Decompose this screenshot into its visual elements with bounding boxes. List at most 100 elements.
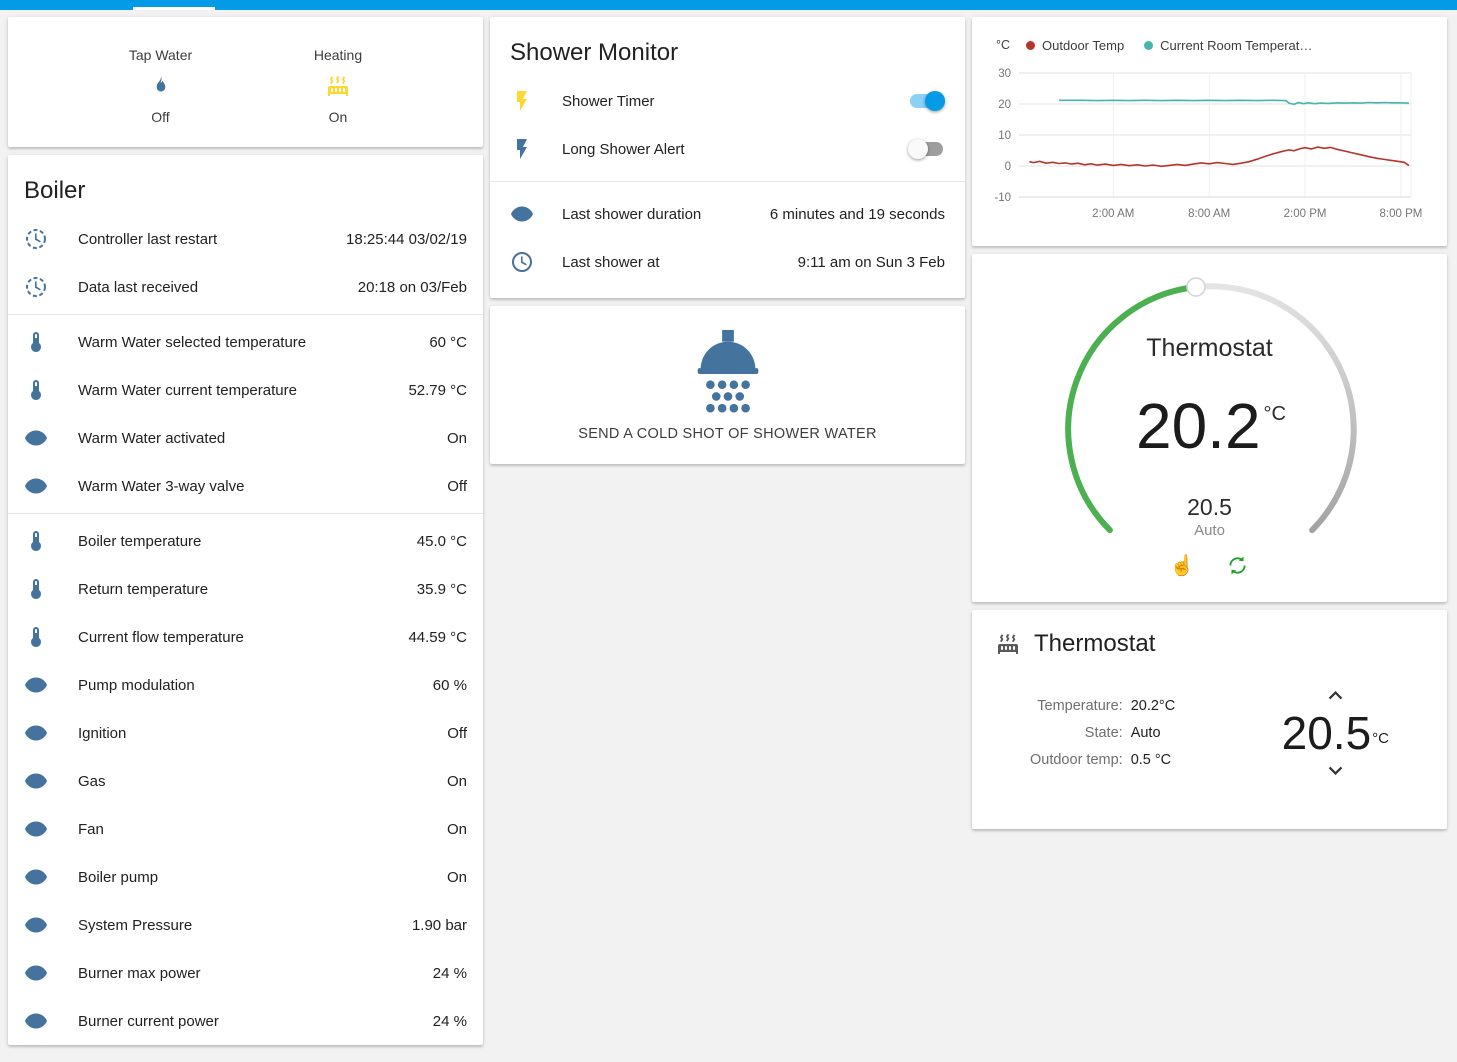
entity-state: 24 %	[432, 964, 467, 982]
attr-value: 20.2°C	[1130, 698, 1176, 715]
legend-dot	[1026, 40, 1036, 50]
autorenew-icon[interactable]	[1226, 554, 1249, 577]
eye-icon	[24, 817, 48, 841]
attr-label: State:	[1084, 725, 1123, 742]
entity-state: 9:11 am on Sun 3 Feb	[797, 253, 945, 271]
legend-dot	[1144, 40, 1154, 50]
glance-label: Heating	[313, 47, 363, 63]
setpoint-control: 20.5°C	[1282, 682, 1389, 784]
thermostat-dial-card: Thermostat 20.2 °C 20.5 Auto ☝	[972, 254, 1447, 602]
divider	[8, 513, 483, 514]
toggle-row[interactable]: Long Shower Alert	[490, 125, 965, 173]
flash-icon	[510, 137, 534, 161]
progress-clock-icon	[24, 227, 48, 251]
glance-card: Tap Water Off Heating On	[8, 17, 483, 147]
svg-text:20: 20	[998, 99, 1011, 111]
legend-label: Outdoor Temp	[1042, 37, 1125, 53]
history-chart: 30 20 10 0 -10 2:00 AM 8:00 AM 2:00 PM 8:00 PM	[994, 68, 1423, 220]
decrease-temp-button[interactable]	[1322, 757, 1349, 784]
app-header	[0, 0, 1457, 10]
progress-clock-icon	[24, 275, 48, 299]
entity-name: Warm Water 3-way valve	[78, 477, 245, 495]
entity-row[interactable]: Pump modulation 60 %	[8, 661, 483, 709]
entity-row[interactable]: Controller last restart 18:25:44 03/02/1…	[8, 215, 483, 263]
svg-text:2:00 AM: 2:00 AM	[1092, 208, 1134, 220]
dial-handle[interactable]	[1186, 277, 1206, 297]
entity-name: Burner max power	[78, 964, 201, 982]
shower-timer-toggle[interactable]	[908, 91, 945, 111]
entity-row[interactable]: Gas On	[8, 757, 483, 805]
entity-state: Off	[447, 724, 467, 742]
entity-row[interactable]: Warm Water selected temperature 60 °C	[8, 318, 483, 366]
glance-state: On	[328, 109, 348, 125]
entity-name: Data last received	[78, 278, 199, 296]
entity-state: On	[446, 868, 467, 886]
entity-state: 24 %	[432, 1012, 467, 1030]
entity-name: Boiler pump	[78, 868, 159, 886]
boiler-card: Boiler Controller last restart 18:25:44 …	[8, 155, 483, 1045]
entity-name: Return temperature	[78, 580, 209, 598]
entity-row[interactable]: Boiler temperature 45.0 °C	[8, 517, 483, 565]
entity-name: Controller last restart	[78, 230, 218, 248]
dial-actions: ☝	[972, 554, 1447, 577]
clock-icon	[510, 250, 534, 274]
flash-icon	[510, 89, 534, 113]
glance-state: Off	[151, 109, 170, 125]
active-tab-indicator[interactable]	[133, 7, 215, 10]
current-temperature: 20.2 °C	[1135, 390, 1286, 462]
attr-label: Temperature:	[1037, 698, 1123, 715]
card-title: Shower Monitor	[510, 39, 679, 66]
entity-row[interactable]: Last shower at 9:11 am on Sun 3 Feb	[490, 238, 965, 286]
entity-row[interactable]: Burner current power 24 %	[8, 997, 483, 1045]
entity-row[interactable]: Last shower duration 6 minutes and 19 se…	[490, 190, 965, 238]
cold-shot-label: SEND A COLD SHOT OF SHOWER WATER	[578, 426, 877, 442]
divider	[490, 181, 965, 182]
entity-row[interactable]: Return temperature 35.9 °C	[8, 565, 483, 613]
card-title: Boiler	[24, 177, 86, 204]
thermometer-icon	[24, 529, 48, 553]
glance-item-tap-water[interactable]: Tap Water Off	[129, 47, 192, 125]
toggle-thumb	[908, 139, 928, 159]
entity-row[interactable]: Burner max power 24 %	[8, 949, 483, 997]
entity-name: Pump modulation	[78, 676, 195, 694]
glance-item-heating[interactable]: Heating On	[314, 47, 362, 125]
cold-shot-button-card[interactable]: SEND A COLD SHOT OF SHOWER WATER	[490, 306, 965, 464]
target-temperature: 20.5	[1187, 494, 1232, 520]
entity-row[interactable]: System Pressure 1.90 bar	[8, 901, 483, 949]
toggle-row[interactable]: Shower Timer	[490, 77, 965, 125]
eye-icon	[24, 1009, 48, 1033]
eye-icon	[510, 202, 534, 226]
thermostat-body: Temperature: 20.2°C State: Auto Outdoor …	[996, 682, 1423, 784]
entity-name: Warm Water activated	[78, 429, 226, 447]
entity-row[interactable]: Current flow temperature 44.59 °C	[8, 613, 483, 661]
entity-row[interactable]: Boiler pump On	[8, 853, 483, 901]
setpoint-value: 20.5°C	[1281, 707, 1389, 759]
hand-pointer-icon[interactable]: ☝	[1169, 554, 1195, 577]
entity-row[interactable]: Ignition Off	[8, 709, 483, 757]
column-right: °C Outdoor Temp Current Room Temperat… 3…	[972, 17, 1447, 829]
legend-label: Current Room Temperat…	[1160, 37, 1313, 53]
entity-state: On	[446, 429, 467, 447]
entity-row[interactable]: Data last received 20:18 on 03/Feb	[8, 263, 483, 311]
entity-row[interactable]: Warm Water activated On	[8, 414, 483, 462]
eye-icon	[24, 865, 48, 889]
toggle-thumb	[925, 91, 945, 111]
entity-name: Ignition	[78, 724, 127, 742]
entity-state: 20:18 on 03/Feb	[357, 278, 467, 296]
dashboard: Tap Water Off Heating On Boiler Controll…	[0, 10, 1457, 1052]
y-axis-unit: °C	[996, 38, 1011, 52]
entity-name: Current flow temperature	[78, 628, 244, 646]
shower-monitor-card: Shower Monitor Shower Timer Long Shower …	[490, 17, 965, 298]
attr-value: 0.5 °C	[1130, 752, 1172, 769]
increase-temp-button[interactable]	[1322, 682, 1349, 709]
entity-name: Last shower duration	[562, 205, 702, 223]
long-shower-alert-toggle[interactable]	[908, 139, 945, 159]
svg-text:8:00 PM: 8:00 PM	[1380, 208, 1423, 220]
legend-item-outdoor-temp: Outdoor Temp	[1026, 38, 1124, 53]
entity-row[interactable]: Warm Water 3-way valve Off	[8, 462, 483, 510]
entity-row[interactable]: Fan On	[8, 805, 483, 853]
thermostat-info-card: Thermostat Temperature: 20.2°C State: Au…	[972, 610, 1447, 829]
radiator-icon	[326, 74, 350, 98]
entity-row[interactable]: Warm Water current temperature 52.79 °C	[8, 366, 483, 414]
temp-unit: °C	[1372, 730, 1389, 747]
